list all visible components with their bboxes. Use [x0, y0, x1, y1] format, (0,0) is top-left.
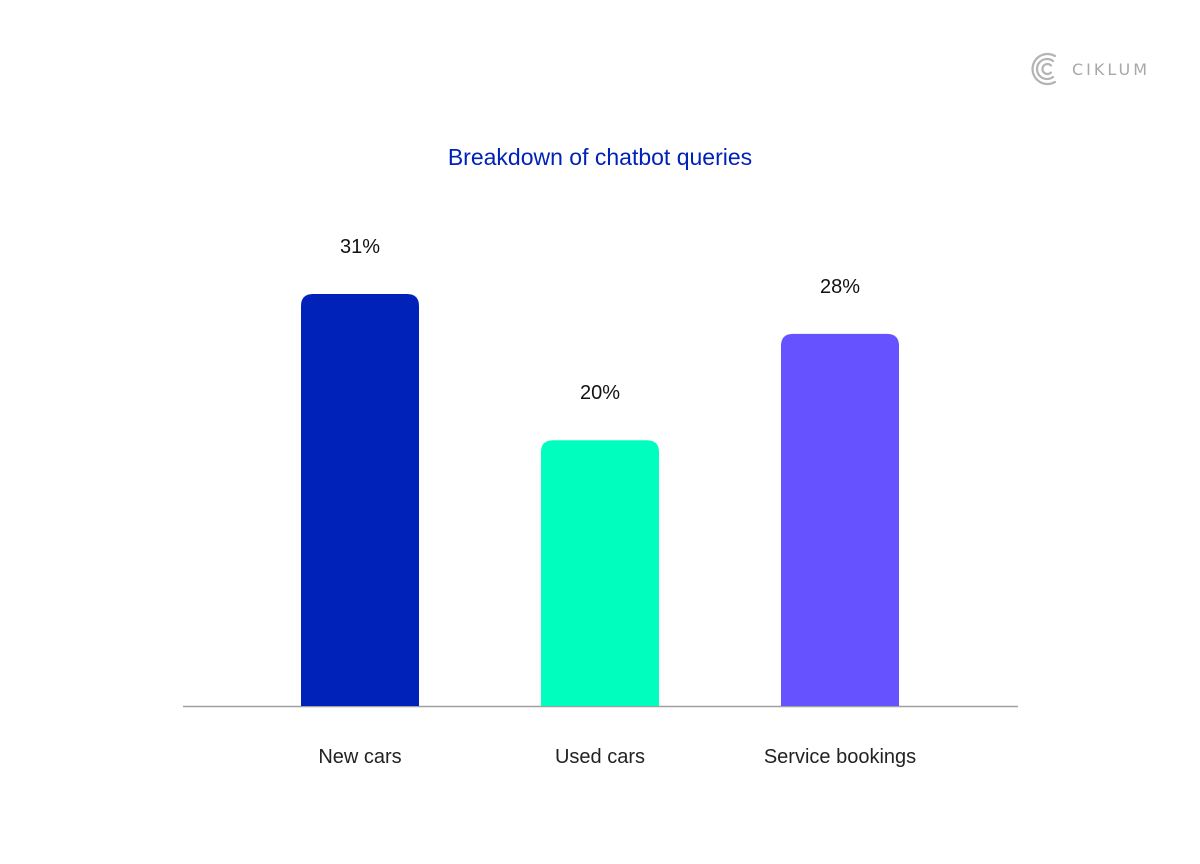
- brand-name: CIKLUM: [1072, 59, 1151, 79]
- bar-value-label: 31%: [340, 236, 380, 258]
- ciklum-logo-icon: [1031, 52, 1057, 86]
- bar-service-bookings: [781, 333, 899, 706]
- bars-layer: 31% New cars 20% Used cars 28% Service bookin…: [301, 236, 916, 768]
- brand-logo: CIKLUM: [1028, 50, 1150, 88]
- bar-used-cars: [541, 440, 659, 706]
- bar-new-cars: [301, 294, 419, 706]
- chart-title: Breakdown of chatbot queries: [447, 144, 753, 170]
- bar-value-label: 28%: [820, 276, 860, 298]
- bar-value-label: 20%: [580, 382, 620, 404]
- category-label: Service bookings: [764, 746, 916, 768]
- category-label: Used cars: [555, 746, 645, 768]
- category-label: New cars: [318, 746, 401, 768]
